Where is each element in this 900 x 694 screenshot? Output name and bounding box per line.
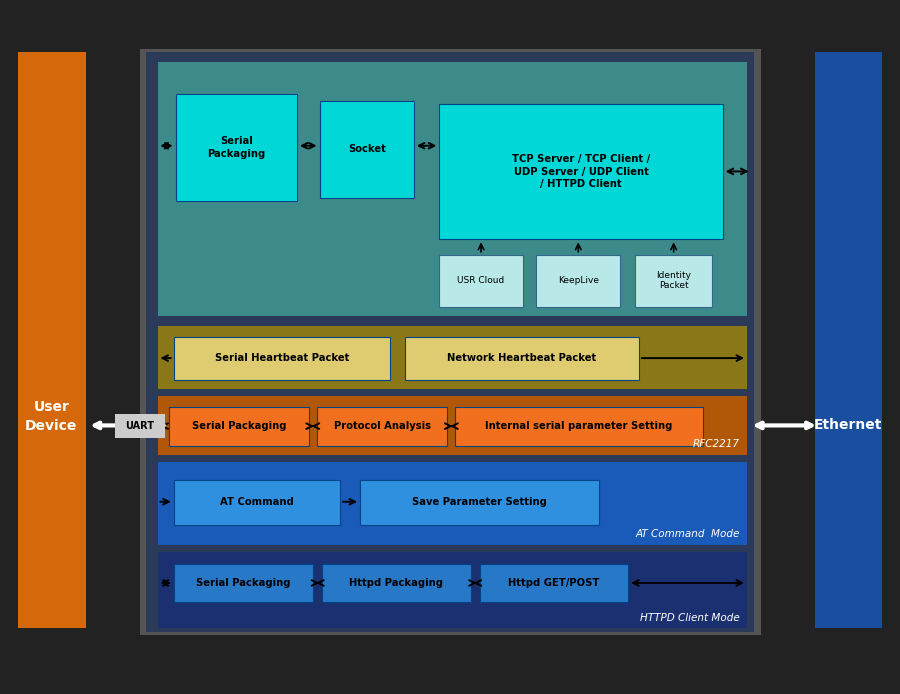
- Bar: [814, 52, 882, 628]
- Bar: [115, 414, 165, 438]
- Bar: [174, 480, 340, 525]
- Text: Serial Packaging: Serial Packaging: [192, 421, 286, 432]
- Text: TCP Server / TCP Client /
UDP Server / UDP Client
/ HTTPD Client: TCP Server / TCP Client / UDP Server / U…: [512, 154, 650, 189]
- Text: User
Device: User Device: [25, 400, 77, 432]
- Text: HTTPD Client Mode: HTTPD Client Mode: [640, 613, 740, 623]
- Bar: [536, 255, 620, 307]
- Bar: [169, 407, 309, 446]
- Text: Httpd GET/POST: Httpd GET/POST: [508, 578, 599, 589]
- Bar: [322, 564, 471, 602]
- Bar: [158, 326, 747, 389]
- Text: Identity
Packet: Identity Packet: [656, 271, 691, 290]
- Text: Serial Heartbeat Packet: Serial Heartbeat Packet: [214, 353, 349, 363]
- Bar: [174, 337, 390, 380]
- Text: AT Command  Mode: AT Command Mode: [635, 530, 740, 539]
- Text: KeepLive: KeepLive: [558, 276, 598, 285]
- Bar: [405, 337, 639, 380]
- Bar: [635, 255, 712, 307]
- Bar: [18, 52, 86, 628]
- Bar: [360, 480, 598, 525]
- Text: Ethernet: Ethernet: [814, 418, 882, 432]
- Bar: [158, 552, 747, 628]
- Text: USR Cloud: USR Cloud: [457, 276, 505, 285]
- Text: UART: UART: [125, 421, 154, 431]
- Bar: [158, 462, 747, 545]
- Bar: [176, 94, 297, 201]
- Bar: [455, 407, 703, 446]
- Bar: [439, 255, 523, 307]
- Bar: [320, 101, 414, 198]
- Text: Network Heartbeat Packet: Network Heartbeat Packet: [447, 353, 597, 363]
- Bar: [174, 564, 313, 602]
- Text: Httpd Packaging: Httpd Packaging: [349, 578, 444, 589]
- Bar: [317, 407, 447, 446]
- Bar: [439, 104, 723, 239]
- Bar: [158, 62, 747, 316]
- Bar: [158, 396, 747, 455]
- Text: Serial
Packaging: Serial Packaging: [207, 136, 266, 159]
- Bar: [146, 52, 754, 632]
- Text: RFC2217: RFC2217: [693, 439, 740, 449]
- Text: Internal serial parameter Setting: Internal serial parameter Setting: [485, 421, 673, 432]
- Text: Socket: Socket: [347, 144, 386, 154]
- Bar: [480, 564, 628, 602]
- Text: AT Command: AT Command: [220, 497, 293, 507]
- Text: Serial Packaging: Serial Packaging: [196, 578, 291, 589]
- Text: Protocol Analysis: Protocol Analysis: [334, 421, 430, 432]
- Bar: [140, 49, 760, 635]
- Text: Save Parameter Setting: Save Parameter Setting: [412, 497, 546, 507]
